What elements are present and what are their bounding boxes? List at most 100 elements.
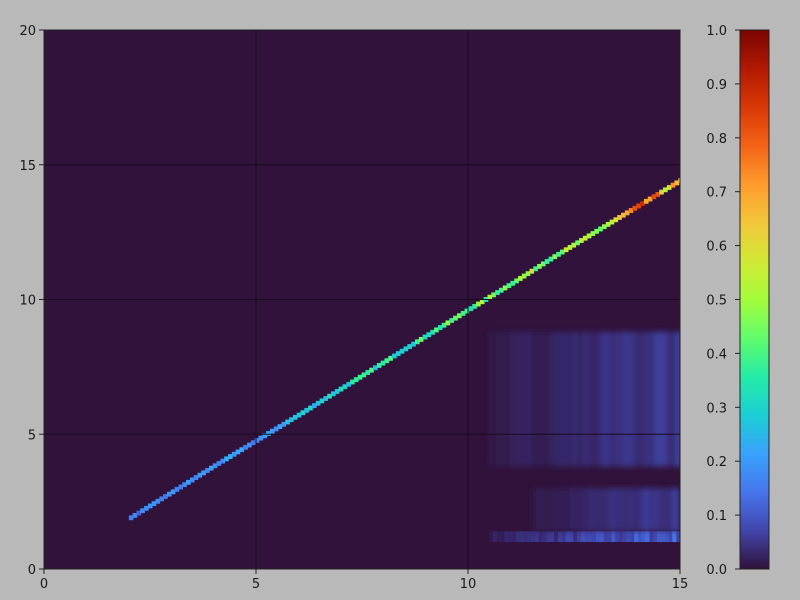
heatmap-cell — [554, 331, 559, 467]
heatmap-cell — [627, 488, 632, 532]
heatmap-cell — [561, 331, 567, 467]
band-cell — [430, 329, 435, 335]
band-cell — [166, 491, 172, 497]
band-cell — [567, 244, 573, 250]
heatmap-cell — [538, 531, 544, 543]
heatmap-cell — [649, 531, 654, 543]
heatmap-cell — [539, 488, 544, 532]
colorbar-tick-label: 0.4 — [706, 347, 727, 362]
band-cell — [262, 433, 267, 439]
band-cell — [666, 185, 672, 190]
heatmap-cell — [573, 331, 578, 467]
heatmap-cell — [657, 331, 662, 467]
x-tick-label: 0 — [40, 577, 48, 592]
heatmap-cell — [649, 331, 654, 467]
band-cell — [144, 505, 149, 511]
heatmap-cell — [619, 488, 624, 532]
heatmap-cell — [646, 488, 651, 532]
band-cell — [212, 463, 218, 469]
band-cell — [395, 351, 401, 357]
band-cell — [388, 355, 393, 361]
band-cell — [292, 414, 298, 420]
heatmap-cell — [500, 531, 506, 543]
heatmap-cell — [638, 531, 643, 543]
band-cell — [411, 341, 416, 347]
heatmap-cell — [615, 488, 620, 532]
diffuse-region — [531, 488, 680, 532]
heatmap-cell — [664, 531, 670, 543]
heatmap-cell — [535, 488, 540, 532]
heatmap-cell — [618, 331, 624, 467]
band-cell — [189, 477, 195, 483]
heatmap-cell — [641, 531, 647, 543]
band-cell — [525, 271, 531, 277]
heatmap-cell — [626, 331, 631, 467]
band-cell — [510, 280, 516, 286]
band-cell — [182, 482, 187, 488]
heatmap-cell — [611, 331, 616, 467]
band-cell — [491, 292, 496, 298]
heatmap-cell — [527, 331, 532, 467]
heatmap-cell — [638, 488, 643, 532]
band-cell — [537, 263, 542, 269]
band-cell — [613, 217, 619, 223]
heatmap-cell — [653, 331, 658, 467]
band-cell — [437, 325, 443, 331]
heatmap-cell — [500, 331, 506, 467]
band-cell — [380, 360, 386, 366]
band-cell — [193, 475, 199, 481]
heatmap-cell — [668, 331, 673, 467]
heatmap-cell — [576, 331, 582, 467]
heatmap-cell — [668, 531, 673, 543]
band-cell — [151, 501, 157, 507]
heatmap-cell — [634, 331, 639, 467]
diffuse-region — [489, 331, 684, 467]
band-cell — [239, 447, 245, 453]
band-cell — [323, 396, 329, 401]
heatmap-cell — [592, 331, 597, 467]
heatmap-cell — [512, 331, 517, 467]
heatmap-cell — [588, 488, 594, 532]
band-cell — [136, 510, 142, 516]
y-tick-label: 0 — [28, 563, 36, 578]
heatmap-cell — [573, 488, 578, 532]
band-cell — [651, 194, 657, 200]
heatmap-cell — [599, 331, 605, 467]
heatmap-cell — [611, 488, 617, 532]
band-cell — [170, 489, 176, 495]
band-cell — [582, 235, 588, 241]
band-cell — [456, 313, 462, 319]
band-cell — [216, 461, 222, 466]
heatmap-cell — [561, 531, 567, 543]
heatmap-cells — [128, 178, 684, 543]
heatmap-cell — [588, 531, 593, 543]
heatmap-cell — [550, 531, 555, 543]
band-cell — [373, 365, 378, 371]
band-cell — [208, 465, 214, 471]
heatmap-cell — [676, 531, 680, 543]
heatmap-cell — [496, 331, 502, 467]
band-cell — [186, 479, 191, 485]
band-cell — [128, 515, 134, 521]
heatmap-cell — [680, 332, 684, 467]
heatmap-cell — [665, 488, 670, 532]
band-cell — [659, 189, 664, 195]
band-cell — [361, 372, 367, 378]
heatmap-cell — [664, 331, 670, 467]
band-cell — [197, 472, 203, 478]
band-cell — [296, 412, 302, 418]
colorbar-tick-label: 0.7 — [706, 186, 727, 201]
band-cell — [155, 498, 161, 504]
band-cell — [518, 276, 523, 281]
heatmap-cell — [546, 531, 551, 543]
band-cell — [628, 208, 634, 213]
heatmap-cell — [554, 531, 559, 543]
heatmap-cell — [660, 331, 666, 467]
heatmap-cell — [657, 531, 662, 543]
band-cell — [594, 228, 599, 234]
band-cell — [327, 393, 332, 399]
colorbar-tick-label: 0.0 — [706, 563, 727, 578]
band-cell — [346, 381, 351, 387]
heatmap-cell — [519, 331, 525, 467]
band-cell — [250, 440, 256, 446]
